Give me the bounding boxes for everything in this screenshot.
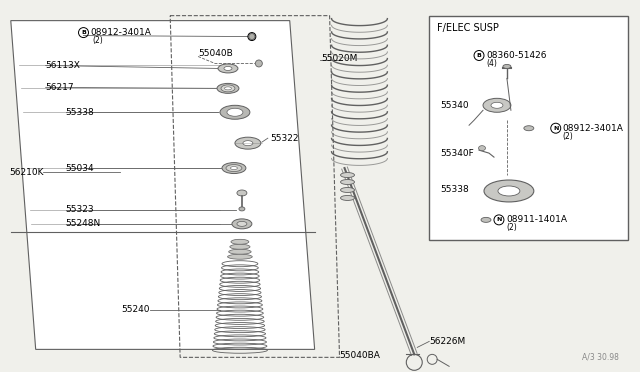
Text: A/3 30.98: A/3 30.98: [582, 352, 618, 361]
Text: B: B: [477, 53, 481, 58]
Text: 55240: 55240: [122, 305, 150, 314]
Ellipse shape: [228, 254, 252, 259]
Ellipse shape: [228, 249, 251, 254]
Text: 55338: 55338: [65, 108, 94, 117]
Ellipse shape: [237, 190, 247, 196]
Ellipse shape: [218, 64, 238, 73]
Polygon shape: [11, 20, 315, 349]
Ellipse shape: [340, 173, 355, 177]
Ellipse shape: [479, 146, 486, 151]
Text: 55034: 55034: [65, 164, 94, 173]
Text: 08912-3401A: 08912-3401A: [563, 124, 623, 133]
Text: (2): (2): [92, 36, 103, 45]
Text: (4): (4): [486, 59, 497, 68]
Text: (2): (2): [506, 223, 516, 232]
Ellipse shape: [231, 239, 249, 244]
Ellipse shape: [498, 186, 520, 196]
Ellipse shape: [226, 164, 242, 171]
Ellipse shape: [235, 137, 261, 149]
Text: 08911-1401A: 08911-1401A: [506, 215, 567, 224]
Text: 55040BA: 55040BA: [339, 352, 380, 360]
Text: B: B: [81, 30, 86, 35]
Ellipse shape: [243, 141, 253, 146]
Ellipse shape: [220, 105, 250, 119]
Text: (2): (2): [563, 132, 573, 141]
Text: N: N: [553, 126, 559, 131]
Text: 55340F: 55340F: [440, 149, 474, 158]
Text: 56217: 56217: [45, 83, 74, 92]
Ellipse shape: [232, 219, 252, 229]
Text: 55322: 55322: [270, 134, 298, 143]
Ellipse shape: [340, 195, 355, 201]
Text: 55040B: 55040B: [198, 49, 233, 58]
Text: 55338: 55338: [440, 186, 469, 195]
Ellipse shape: [239, 207, 245, 211]
Ellipse shape: [340, 187, 355, 192]
Text: F/ELEC SUSP: F/ELEC SUSP: [437, 23, 499, 33]
Ellipse shape: [217, 83, 239, 93]
Text: 56113X: 56113X: [45, 61, 81, 70]
Ellipse shape: [225, 87, 232, 90]
Ellipse shape: [221, 85, 235, 92]
Ellipse shape: [255, 60, 262, 67]
Ellipse shape: [224, 67, 232, 70]
Ellipse shape: [340, 180, 355, 185]
Ellipse shape: [524, 126, 534, 131]
Ellipse shape: [227, 108, 243, 116]
Text: 56226M: 56226M: [429, 337, 465, 346]
Text: 55020M: 55020M: [322, 54, 358, 63]
Ellipse shape: [481, 217, 491, 222]
Text: N: N: [496, 217, 502, 222]
Ellipse shape: [230, 167, 237, 170]
Text: 55248N: 55248N: [65, 219, 101, 228]
Text: 55340: 55340: [440, 101, 468, 110]
Text: 08360-51426: 08360-51426: [486, 51, 547, 60]
Ellipse shape: [483, 98, 511, 112]
Ellipse shape: [249, 33, 255, 39]
Text: 55323: 55323: [65, 205, 94, 214]
Ellipse shape: [222, 163, 246, 174]
Text: 56210K: 56210K: [9, 167, 44, 177]
Ellipse shape: [503, 64, 511, 68]
Ellipse shape: [484, 180, 534, 202]
Ellipse shape: [230, 244, 250, 249]
Text: 08912-3401A: 08912-3401A: [90, 28, 151, 37]
Bar: [429, 16, 628, 240]
Ellipse shape: [237, 221, 247, 226]
Ellipse shape: [491, 102, 503, 108]
